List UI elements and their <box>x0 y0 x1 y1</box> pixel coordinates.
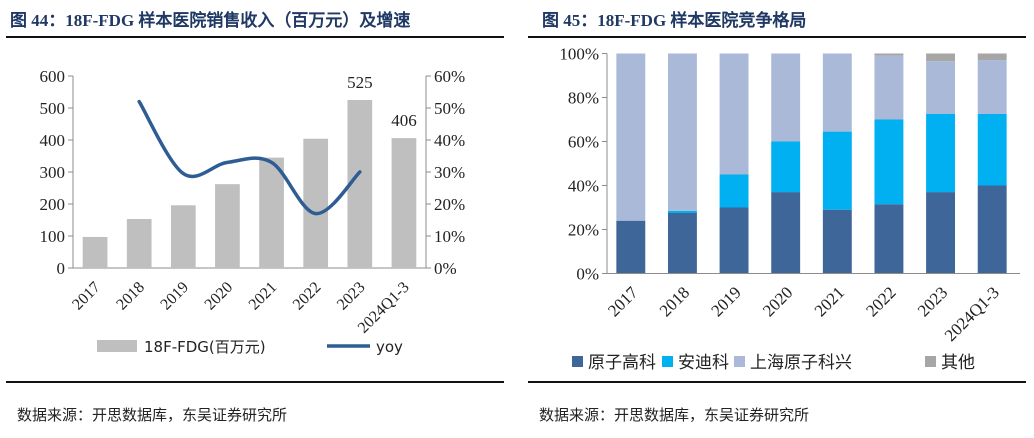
bar-segment-2023-安迪科 <box>926 114 956 193</box>
bar-segment-2024Q1-3-上海原子科兴 <box>977 60 1007 114</box>
bar-segment-2024Q1-3-其他 <box>977 53 1007 61</box>
bar-segment-2023-原子高科 <box>926 192 956 274</box>
bar-segment-2018-原子高科 <box>667 213 697 274</box>
bar-segment-2023-上海原子科兴 <box>926 61 956 114</box>
bar-segment-2023-其他 <box>926 53 956 62</box>
bar-segment-2022-原子高科 <box>874 204 904 274</box>
bar-segment-2024Q1-3-原子高科 <box>977 185 1007 274</box>
yoy-line <box>137 99 362 216</box>
bar-segment-2024Q1-3-安迪科 <box>977 114 1007 186</box>
y-tick-label-right: 50% <box>434 99 465 118</box>
bar-2022 <box>303 138 329 268</box>
legend-label-revenue: 18F-FDG(百万元) <box>144 338 266 356</box>
legend-label: 其他 <box>941 353 975 372</box>
y-tick-label-left: 0 <box>57 259 66 278</box>
y-tick-label: 40% <box>568 177 599 196</box>
y-tick-label-left: 100 <box>40 227 66 246</box>
data-label: 406 <box>391 111 417 130</box>
bar-segment-2020-原子高科 <box>771 192 801 274</box>
y-tick-label-left: 600 <box>40 67 66 86</box>
legend-swatch <box>925 356 936 367</box>
y-tick-label-left: 500 <box>40 99 66 118</box>
x-tick-label: 2017 <box>69 279 104 314</box>
figure-45-panel: 图 45：18F-FDG 样本医院竞争格局 0% 20% 40% 60% 80% 100%… <box>520 0 1034 438</box>
y-tick-label: 100% <box>559 45 599 64</box>
y-tick-label: 0% <box>576 265 599 284</box>
y-tick-label-left: 300 <box>40 163 66 182</box>
x-tick-label: 2021 <box>811 283 848 320</box>
figure-44-panel: 图 44：18F-FDG 样本医院销售收入（百万元）及增速 0 100 200 300… <box>6 11 504 424</box>
figure-45-source: 数据来源：开思数据库，东吴证券研究所 <box>539 406 810 424</box>
figure-44-title: 图 44：18F-FDG 样本医院销售收入（百万元）及增速 <box>10 11 411 30</box>
legend-label: 安迪科 <box>678 353 729 372</box>
legend-swatch-revenue <box>97 340 137 352</box>
bar-2017 <box>82 236 108 268</box>
x-tick-label: 2021 <box>246 279 281 314</box>
title-rule <box>528 36 1026 38</box>
bar-segment-2018-安迪科 <box>667 210 697 213</box>
title-rule <box>6 36 504 38</box>
y-tick-label-left: 200 <box>40 195 66 214</box>
x-tick-label: 2019 <box>707 283 744 320</box>
y-tick-label-right: 60% <box>434 67 465 86</box>
bar-2020 <box>215 184 240 268</box>
source-rule <box>6 381 504 383</box>
legend-swatch <box>662 356 673 367</box>
bar-segment-2019-原子高科 <box>719 207 749 274</box>
source-rule <box>528 381 1026 383</box>
bar-segment-2017-原子高科 <box>616 220 646 274</box>
data-label: 525 <box>347 73 373 92</box>
x-tick-label: 2023 <box>334 279 369 314</box>
bar-segment-2018-上海原子科兴 <box>667 53 697 211</box>
y-tick-label-right: 0% <box>434 259 457 278</box>
x-tick-label: 2018 <box>113 279 148 314</box>
bar-segment-2021-安迪科 <box>822 131 852 210</box>
x-tick-label: 2019 <box>157 279 192 314</box>
bar-segment-2021-原子高科 <box>822 209 852 274</box>
x-tick-label: 2017 <box>604 283 642 321</box>
y-tick-label: 20% <box>568 221 599 240</box>
y-tick-label-left: 400 <box>40 131 66 150</box>
bar-segment-2022-安迪科 <box>874 119 904 205</box>
x-tick-label: 2020 <box>202 279 237 314</box>
bar-2024Q1-3 <box>391 138 417 268</box>
bar-2018 <box>126 219 152 268</box>
bar-segment-2020-安迪科 <box>771 141 801 193</box>
bar-2019 <box>170 205 196 268</box>
y-tick-label-right: 40% <box>434 131 465 150</box>
legend-label-yoy: yoy <box>376 338 403 356</box>
figure-44-source: 数据来源：开思数据库，东吴证券研究所 <box>17 406 288 424</box>
bar-segment-2020-上海原子科兴 <box>771 53 801 142</box>
legend-swatch <box>734 356 745 367</box>
y-tick-label-right: 10% <box>434 227 465 246</box>
x-tick-label: 2023 <box>914 283 951 320</box>
competition-chart: 0% 20% 40% 60% 80% 100% 2017 2018 2019 2020 2021 20… <box>559 45 1020 372</box>
bar-segment-2022-其他 <box>874 53 904 56</box>
x-tick-label: 2024Q1-3 <box>941 283 1003 345</box>
bar-segment-2022-上海原子科兴 <box>874 55 904 120</box>
x-tick-label: 2022 <box>290 279 325 314</box>
y-tick-label: 60% <box>568 133 599 152</box>
x-tick-label: 2022 <box>862 283 899 320</box>
bar-segment-2021-上海原子科兴 <box>822 53 852 132</box>
figure-45-title: 图 45：18F-FDG 样本医院竞争格局 <box>542 11 807 30</box>
bar-2021 <box>259 157 284 268</box>
legend-swatch <box>572 356 583 367</box>
legend-label: 原子高科 <box>588 353 656 372</box>
bar-segment-2017-上海原子科兴 <box>616 53 646 221</box>
y-tick-label: 80% <box>568 89 599 108</box>
x-tick-label: 2018 <box>656 283 693 320</box>
y-tick-label-right: 20% <box>434 195 465 214</box>
revenue-growth-chart: 0 100 200 300 400 500 600 0% 10% 20% 30% 40% 50% 60% 5… <box>40 67 466 356</box>
y-tick-label-right: 30% <box>434 163 465 182</box>
legend-label: 上海原子科兴 <box>750 353 852 372</box>
x-tick-label: 2020 <box>759 283 796 320</box>
bar-segment-2019-上海原子科兴 <box>719 53 749 175</box>
bar-segment-2019-安迪科 <box>719 174 749 208</box>
